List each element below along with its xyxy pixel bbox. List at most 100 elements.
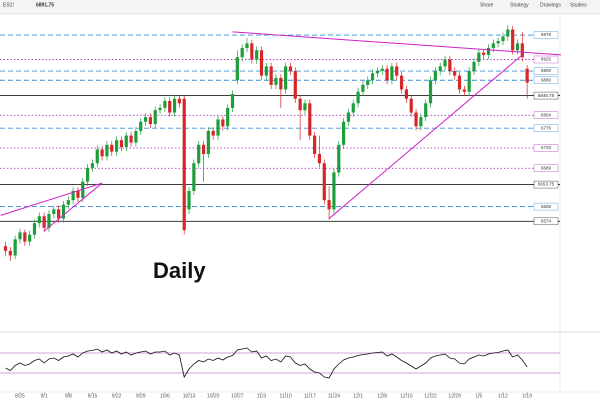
level-label-box <box>533 31 559 39</box>
x-tick-label: 9/8 <box>65 393 72 399</box>
candle-body <box>182 98 186 231</box>
x-tick-label: 11/17 <box>304 393 316 399</box>
rsi-line <box>5 347 528 379</box>
candle-body <box>153 110 157 125</box>
candle-body <box>71 190 75 201</box>
level-label-box <box>533 180 559 189</box>
candle-body <box>57 209 61 219</box>
candle-body <box>351 103 355 113</box>
candle-body <box>255 50 259 60</box>
x-tick-label: 12/8 <box>377 393 387 399</box>
level-label: 6978 <box>541 32 552 37</box>
candle-body <box>226 107 230 127</box>
candle-body <box>409 98 413 113</box>
candle-body <box>168 100 172 113</box>
candle-body <box>211 130 215 136</box>
candle-body <box>486 47 491 55</box>
candle-body <box>467 71 471 92</box>
candle-body <box>264 66 268 76</box>
level-label-box <box>533 144 559 152</box>
candle-body <box>18 232 22 240</box>
candle-body <box>221 119 225 127</box>
candle-body <box>66 200 70 205</box>
trendline <box>328 54 523 219</box>
candle-body <box>42 216 46 228</box>
candle-body <box>61 204 66 219</box>
candle-body <box>119 140 124 148</box>
candle-body <box>8 250 12 256</box>
x-tick-label: 10/6 <box>160 393 170 399</box>
candle-body <box>501 36 505 42</box>
candle-body <box>428 80 433 104</box>
level-label-box <box>533 164 559 173</box>
symbol: ES1! <box>3 2 14 8</box>
toolbar-button[interactable]: Studies <box>570 2 587 8</box>
candle-body <box>240 47 244 58</box>
candle-body <box>375 71 380 74</box>
x-tick-label: 9/22 <box>112 393 122 399</box>
level-label: 6804 <box>541 112 552 117</box>
candle-body <box>525 68 529 83</box>
candle-body <box>457 75 462 90</box>
x-tick-label: 1/19 <box>522 393 532 399</box>
candle-body <box>404 89 408 99</box>
x-tick-label: 12/29 <box>448 393 461 399</box>
candle-body <box>448 59 452 72</box>
candle-body <box>28 234 32 242</box>
candle-body <box>370 73 375 81</box>
candle-body <box>274 77 278 85</box>
candle-body <box>100 149 104 157</box>
candle-body <box>284 66 288 90</box>
x-tick-label: 9/1 <box>41 393 48 399</box>
candle-body <box>129 135 133 143</box>
x-tick-label: 11/10 <box>280 393 292 399</box>
x-tick-label: 1/12 <box>498 393 508 399</box>
x-tick-label: 1/5 <box>475 393 482 399</box>
candle-body <box>139 121 143 131</box>
candle-body <box>395 66 399 76</box>
candle-body <box>414 112 418 127</box>
x-tick-label: 9/29 <box>136 393 146 399</box>
toolbar-button[interactable]: Drawings <box>540 2 561 8</box>
level-label-box <box>533 202 559 211</box>
candle-body <box>438 66 442 72</box>
candle-body <box>201 144 206 155</box>
level-label: 6653.75 <box>538 182 555 187</box>
candle-body <box>380 68 384 72</box>
candle-body <box>32 223 37 235</box>
x-tick-label: 10/13 <box>183 393 196 399</box>
x-tick-label: 10/20 <box>207 393 220 399</box>
level-label-box <box>533 91 559 100</box>
candle-body <box>303 103 307 111</box>
candle-body <box>390 66 394 81</box>
candle-body <box>288 66 293 72</box>
level-label: 6574 <box>541 219 552 224</box>
level-label-box <box>533 67 559 75</box>
level-label-box <box>533 76 559 84</box>
candle-body <box>308 103 312 136</box>
candle-body <box>472 61 476 72</box>
level-label: 6880 <box>541 77 552 82</box>
level-label: 6776 <box>541 125 552 130</box>
candle-body <box>158 107 162 111</box>
x-tick-label: 11/24 <box>328 393 340 399</box>
candle-body <box>346 112 351 122</box>
candle-body <box>496 41 500 44</box>
candle-body <box>520 43 524 58</box>
candle-body <box>482 52 486 55</box>
toolbar-button[interactable]: Strategy <box>510 2 529 8</box>
candle-body <box>124 135 128 148</box>
candle-body <box>105 144 109 157</box>
timeframe-annotation: Daily <box>153 258 206 283</box>
candle-body <box>317 154 322 164</box>
candle-body <box>511 29 515 51</box>
toolbar-button[interactable]: Share <box>480 2 494 8</box>
x-tick-label: 10/27 <box>231 393 244 399</box>
candle-body <box>433 71 437 81</box>
level-label-box <box>533 124 559 132</box>
x-tick-label: 11/3 <box>257 393 267 399</box>
candle-body <box>366 80 370 85</box>
level-label: 6846.75 <box>538 93 555 98</box>
candle-body <box>148 117 152 125</box>
trendline <box>0 182 103 216</box>
